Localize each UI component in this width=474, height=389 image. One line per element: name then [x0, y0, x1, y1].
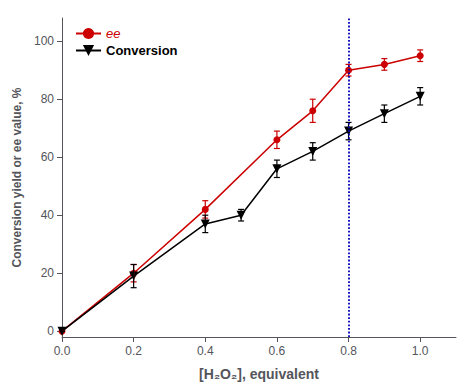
- svg-text:0.2: 0.2: [125, 344, 142, 358]
- svg-text:100: 100: [34, 34, 54, 48]
- svg-text:80: 80: [41, 92, 55, 106]
- svg-text:0.6: 0.6: [269, 344, 286, 358]
- svg-text:20: 20: [41, 266, 55, 280]
- svg-text:40: 40: [41, 208, 55, 222]
- svg-text:0.0: 0.0: [54, 344, 71, 358]
- svg-text:ee: ee: [106, 26, 120, 41]
- svg-text:60: 60: [41, 150, 55, 164]
- svg-text:1.0: 1.0: [412, 344, 429, 358]
- svg-text:Conversion yield or ee value,: Conversion yield or ee value, %: [10, 87, 24, 267]
- svg-text:0: 0: [47, 324, 54, 338]
- svg-text:[H₂O₂], equivalent: [H₂O₂], equivalent: [199, 366, 319, 382]
- svg-text:Conversion: Conversion: [106, 43, 178, 58]
- svg-text:0.8: 0.8: [340, 344, 357, 358]
- svg-text:0.4: 0.4: [197, 344, 214, 358]
